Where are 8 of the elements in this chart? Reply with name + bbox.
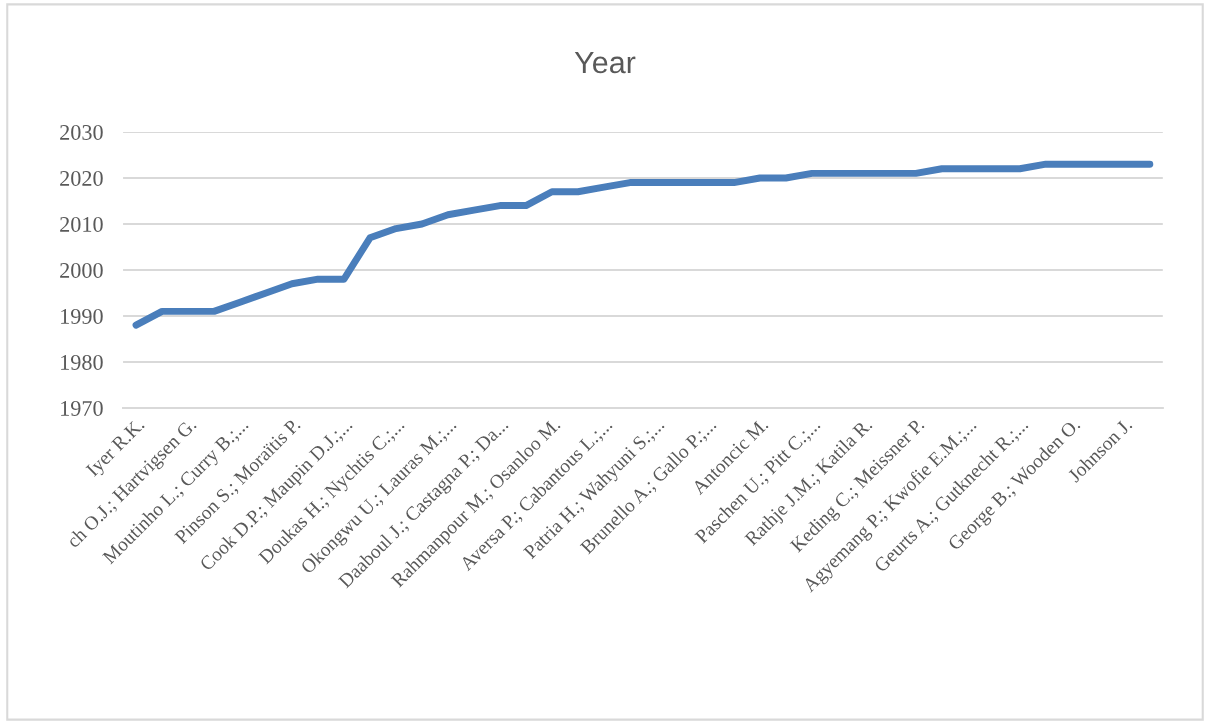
y-tick-label: 2010 [60, 216, 103, 232]
y-tick-label: 2000 [60, 262, 103, 278]
y-tick-label: 1970 [61, 400, 103, 416]
y-tick-label: 1990 [61, 308, 103, 324]
y-tick-label: 1980 [61, 354, 103, 370]
y-tick-label: 2030 [60, 124, 103, 140]
chart-title: Year [574, 52, 636, 74]
y-tick-label: 2020 [60, 170, 103, 186]
